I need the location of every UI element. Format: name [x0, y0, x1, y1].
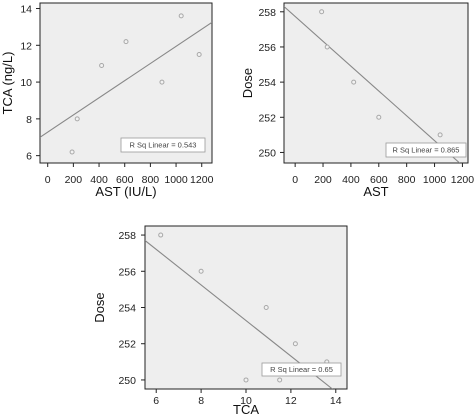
- data-point: [292, 341, 298, 347]
- x-tick-label: 1000: [423, 174, 447, 186]
- r-squared-box: [261, 362, 342, 377]
- y-tick-label: 256: [258, 42, 276, 54]
- data-point: [99, 63, 105, 69]
- r-squared-label: R Sq Linear = 0.65: [270, 365, 333, 374]
- data-point: [196, 51, 202, 57]
- y-tick-label: 254: [258, 77, 276, 89]
- y-axis-label: Dose: [92, 292, 107, 322]
- y-tick-label: 250: [118, 375, 136, 387]
- x-axis-label: TCA: [233, 402, 259, 417]
- y-tick-label: 14: [20, 4, 32, 16]
- y-tick-label: 8: [26, 114, 32, 126]
- data-point: [74, 116, 80, 122]
- data-point: [69, 149, 75, 155]
- chart-3: 6 8 10 12 14 250 252 254 256 258 TCA Dose R Sq Linea…: [92, 225, 348, 417]
- chart-2: 0 200 400 600 800 1000 1200 250 252 254 256 258 AST D…: [240, 2, 474, 199]
- x-axis-label: AST (IU/L): [95, 184, 156, 199]
- y-tick-label: 6: [26, 151, 32, 163]
- y-tick-label: 252: [258, 112, 276, 124]
- y-axis-label: Dose: [240, 68, 255, 98]
- x-tick-label: 12: [285, 395, 297, 407]
- x-tick-label: 10: [240, 395, 252, 407]
- r-squared-box: [120, 137, 206, 153]
- y-tick-label: 252: [118, 339, 136, 351]
- x-tick-label: 0: [45, 174, 51, 186]
- y-tick-label: 12: [20, 40, 32, 52]
- x-tick-label: 400: [90, 174, 108, 186]
- x-tick-label: 1200: [451, 174, 474, 186]
- regression-line: [284, 6, 461, 163]
- data-point: [376, 114, 382, 120]
- plot-area: [283, 2, 469, 164]
- r-squared-label: R Sq Linear = 0.865: [393, 146, 460, 155]
- y-axis-label: TCA (ng/L): [0, 52, 15, 115]
- x-tick-label: 6: [153, 395, 159, 407]
- y-tick-label: 250: [258, 147, 276, 159]
- data-point: [198, 268, 204, 274]
- data-point: [243, 377, 249, 383]
- y-tick-label: 10: [20, 77, 32, 89]
- x-tick-label: 600: [370, 174, 388, 186]
- x-tick-label: 1000: [164, 174, 188, 186]
- x-tick-label: 0: [292, 174, 298, 186]
- x-tick-label: 800: [398, 174, 416, 186]
- plot-area: [144, 225, 348, 390]
- data-point: [158, 232, 164, 238]
- y-tick-label: 258: [258, 7, 276, 19]
- data-point: [351, 79, 357, 85]
- x-tick-label: 200: [314, 174, 332, 186]
- data-point: [159, 79, 165, 85]
- y-tick-label: 258: [118, 230, 136, 242]
- x-tick-label: 14: [330, 395, 342, 407]
- y-tick-label: 256: [118, 266, 136, 278]
- regression-line: [40, 21, 212, 138]
- x-tick-label: 8: [198, 395, 204, 407]
- data-point: [123, 39, 129, 45]
- x-tick-label: 400: [342, 174, 360, 186]
- data-point: [277, 377, 283, 383]
- x-tick-label: 600: [116, 174, 134, 186]
- plot-area: [39, 2, 213, 164]
- data-point: [178, 13, 184, 19]
- data-point: [437, 132, 443, 138]
- r-squared-label: R Sq Linear = 0.543: [130, 141, 197, 150]
- x-tick-label: 1200: [190, 174, 214, 186]
- x-tick-label: 800: [142, 174, 160, 186]
- data-point: [324, 44, 330, 50]
- y-tick-label: 254: [118, 303, 136, 315]
- r-squared-box: [385, 142, 467, 158]
- data-point: [319, 9, 325, 15]
- data-point: [263, 305, 269, 310]
- chart-1: 0 200 400 600 800 1000 1200 6 8 10 12 14 AST (IU/L) T…: [0, 2, 214, 199]
- x-axis-label: AST: [363, 184, 388, 199]
- x-tick-label: 200: [65, 174, 83, 186]
